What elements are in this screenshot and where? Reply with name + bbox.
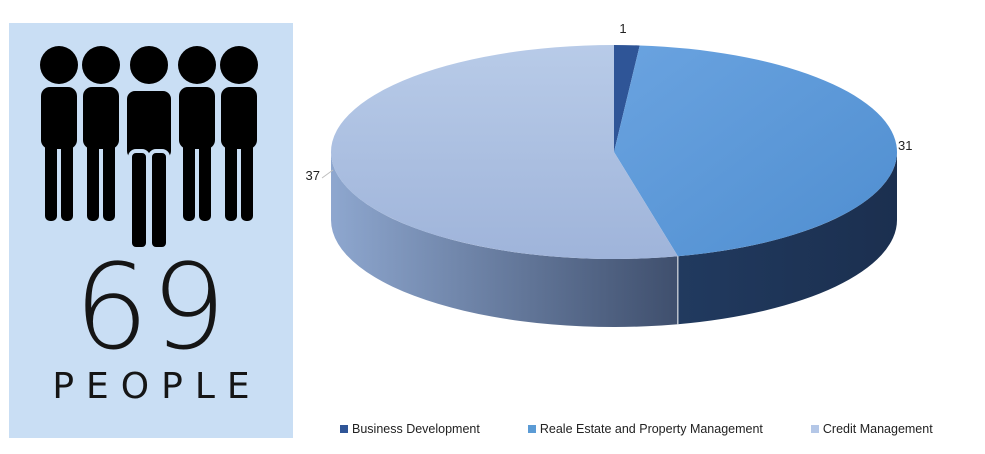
- legend-label: Credit Management: [822, 422, 933, 436]
- people-summary-panel: 69 PEOPLE: [9, 23, 293, 438]
- legend-label: Business Development: [352, 422, 480, 436]
- people-group-icon: [40, 42, 258, 251]
- legend-item-reale-estate-and-property-management: Reale Estate and Property Management: [527, 422, 763, 436]
- legend-swatch: [340, 425, 348, 433]
- pie-chart: 1 31 37 Business Development Reale Estate a…: [300, 0, 985, 454]
- pie-slice-credit-management: [330, 45, 678, 259]
- legend-item-credit-management: Credit Management: [810, 422, 933, 436]
- data-label-business-development: 1: [619, 21, 626, 36]
- legend-swatch: [810, 425, 819, 433]
- pie-chart-svg: 1 31 37: [306, 21, 912, 327]
- pie-slice-reale-estate-and-property-management: [614, 45, 897, 257]
- legend-label: Reale Estate and Property Management: [539, 422, 763, 436]
- chart-legend: Business Development Reale Estate and Pro…: [340, 422, 981, 436]
- people-label: PEOPLE: [52, 366, 262, 407]
- pie-side-credit-management: [330, 152, 678, 327]
- people-count: 69: [73, 238, 229, 376]
- data-label-reale-estate-and-property-management: 31: [898, 138, 912, 153]
- data-label-credit-management: 37: [306, 168, 320, 183]
- pie-side-reale-estate-and-property-management: [677, 152, 897, 325]
- legend-item-business-development: Business Development: [340, 422, 480, 436]
- data-label-leader-line: [321, 169, 334, 179]
- pie-slice-business-development: [614, 45, 640, 152]
- legend-swatch: [527, 425, 536, 433]
